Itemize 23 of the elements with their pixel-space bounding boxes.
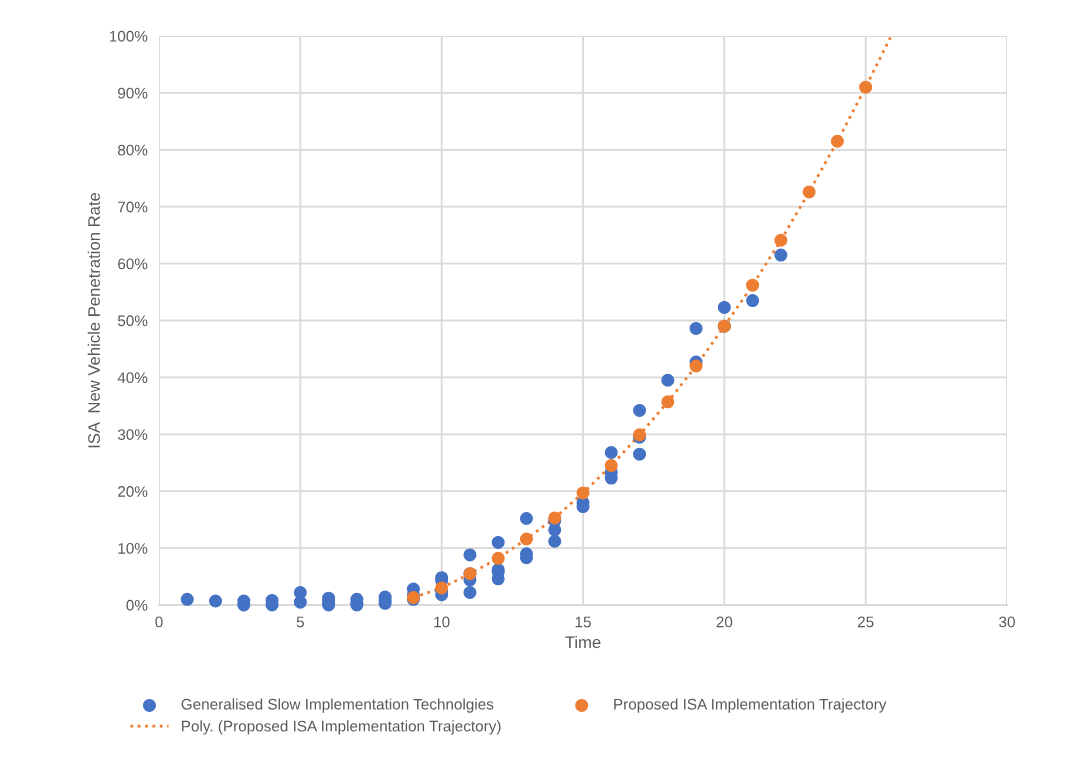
x-axis-title: Time [565, 635, 601, 649]
x-tick-label: 10 [434, 616, 450, 628]
legend-label: Proposed ISA Implementation Trajectory [614, 698, 887, 713]
y-tick-label: 30% [117, 429, 148, 440]
x-tick-label: 5 [296, 616, 304, 628]
x-tick-label: 25 [857, 616, 874, 628]
y-tick-label: 100% [109, 30, 148, 42]
x-tick-label: 15 [575, 616, 591, 628]
y-tick-label: 80% [117, 144, 148, 156]
y-axis-title: ISA New Vehicle Penetration Rate [87, 192, 100, 448]
y-tick-label: 0% [126, 599, 148, 611]
legend-label: Poly. (Proposed ISA Implementation Trajectory) [182, 720, 501, 735]
y-tick-label: 60% [118, 258, 148, 270]
x-tick-label: 30 [999, 616, 1015, 628]
y-tick-label: 90% [118, 87, 148, 99]
legend-label: Generalised Slow Implementation Technolgies [181, 698, 494, 713]
y-tick-label: 50% [117, 315, 148, 327]
y-tick-label: 20% [118, 486, 148, 497]
x-tick-label: 0 [155, 616, 163, 628]
y-tick-label: 70% [118, 201, 148, 213]
x-tick-label: 20 [716, 616, 733, 628]
y-tick-label: 10% [118, 542, 148, 554]
y-tick-label: 40% [117, 372, 148, 384]
